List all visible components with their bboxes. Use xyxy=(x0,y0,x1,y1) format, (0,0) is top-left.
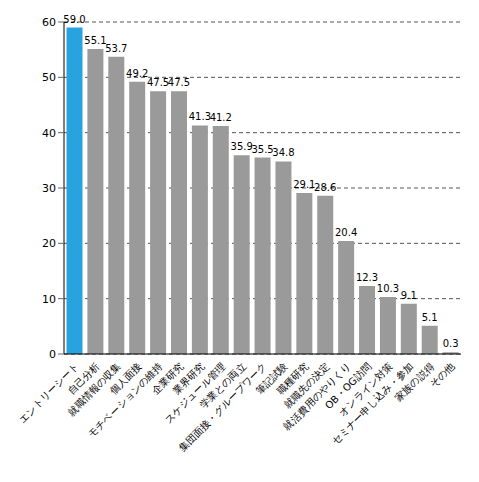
svg-text:50: 50 xyxy=(42,71,56,84)
svg-text:企業研究: 企業研究 xyxy=(149,360,186,397)
svg-text:47.5: 47.5 xyxy=(168,77,190,88)
svg-text:オンライン対策: オンライン対策 xyxy=(337,360,395,418)
svg-text:10: 10 xyxy=(42,293,56,306)
svg-text:40: 40 xyxy=(42,127,56,140)
svg-text:スケジュール管理: スケジュール管理 xyxy=(162,360,228,425)
svg-text:28.6: 28.6 xyxy=(314,182,336,193)
svg-text:0: 0 xyxy=(49,348,56,361)
svg-text:業界研究: 業界研究 xyxy=(170,360,207,397)
svg-text:モチベーションの維持: モチベーションの維持 xyxy=(86,361,164,439)
svg-text:0.3: 0.3 xyxy=(443,338,459,349)
svg-text:47.5: 47.5 xyxy=(147,77,169,88)
svg-text:学業との両立: 学業との両立 xyxy=(197,360,248,411)
svg-text:就職情報の収集: 就職情報の収集 xyxy=(65,360,123,418)
svg-text:20: 20 xyxy=(42,237,56,250)
svg-text:セミナー申し込み・参加: セミナー申し込み・参加 xyxy=(330,361,416,447)
svg-text:41.2: 41.2 xyxy=(210,112,232,123)
svg-text:30: 30 xyxy=(42,182,56,195)
svg-text:35.9: 35.9 xyxy=(231,141,253,152)
svg-text:20.4: 20.4 xyxy=(335,227,357,238)
svg-text:就職先の決定: 就職先の決定 xyxy=(281,360,332,411)
svg-text:家族の説得: 家族の説得 xyxy=(393,360,437,404)
svg-text:60: 60 xyxy=(42,16,56,29)
svg-text:49.2: 49.2 xyxy=(126,68,148,79)
svg-text:41.3: 41.3 xyxy=(189,111,211,122)
svg-text:34.8: 34.8 xyxy=(272,147,294,158)
svg-text:集団面接・グループワーク: 集団面接・グループワーク xyxy=(176,361,269,454)
svg-text:職種研究: 職種研究 xyxy=(274,360,311,397)
svg-text:OB・OG訪問: OB・OG訪問 xyxy=(322,360,374,412)
svg-text:5.1: 5.1 xyxy=(422,312,438,323)
svg-text:就活費用のやりくり: 就活費用のやりくり xyxy=(281,360,353,433)
svg-text:59.0: 59.0 xyxy=(63,14,85,25)
svg-text:自己分析: 自己分析 xyxy=(65,360,102,397)
svg-text:29.1: 29.1 xyxy=(293,179,315,190)
svg-text:53.7: 53.7 xyxy=(105,43,127,54)
svg-text:筆記試験: 筆記試験 xyxy=(253,360,290,397)
svg-text:35.5: 35.5 xyxy=(251,144,273,155)
svg-text:10.3: 10.3 xyxy=(377,283,399,294)
svg-text:その他: その他 xyxy=(428,361,457,390)
svg-text:9.1: 9.1 xyxy=(401,290,417,301)
svg-text:12.3: 12.3 xyxy=(356,272,378,283)
svg-text:エントリーシート: エントリーシート xyxy=(16,360,81,425)
svg-text:個人面接: 個人面接 xyxy=(107,360,144,397)
svg-text:55.1: 55.1 xyxy=(84,35,106,46)
